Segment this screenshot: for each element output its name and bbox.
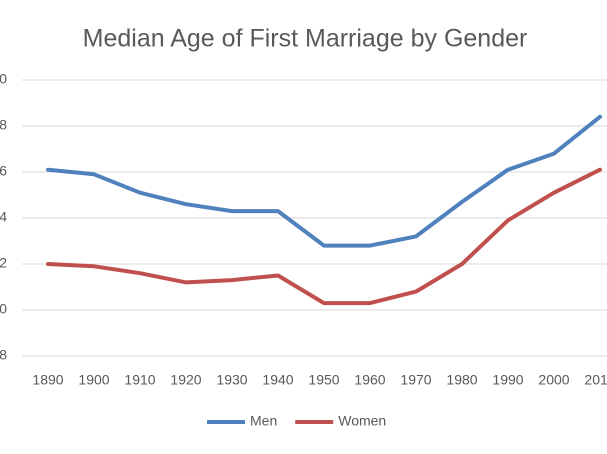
- y-tick-label: 28: [0, 117, 7, 133]
- legend-label: Men: [250, 413, 277, 429]
- x-tick-label: 1900: [78, 372, 109, 388]
- y-tick-label: 24: [0, 209, 7, 225]
- x-tick-label: 1930: [216, 372, 247, 388]
- y-tick-label: 22: [0, 255, 7, 271]
- x-tick-label: 1940: [262, 372, 293, 388]
- x-tick-label: 1920: [170, 372, 201, 388]
- series-line: [46, 114, 602, 248]
- series-line: [46, 167, 602, 306]
- x-tick-label: 2010: [584, 372, 607, 388]
- x-tick-label: 1910: [124, 372, 155, 388]
- legend-label: Women: [338, 413, 386, 429]
- x-tick-label: 1890: [32, 372, 63, 388]
- x-tick-label: 1970: [400, 372, 431, 388]
- x-tick-label: 1990: [492, 372, 523, 388]
- y-tick-label: 26: [0, 163, 7, 179]
- y-tick-label: 20: [0, 301, 7, 317]
- x-tick-label: 1980: [446, 372, 477, 388]
- y-tick-label: 30: [0, 71, 7, 87]
- chart-title: Median Age of First Marriage by Gender: [83, 25, 528, 53]
- x-tick-label: 1960: [354, 372, 385, 388]
- x-tick-label: 2000: [538, 372, 569, 388]
- x-tick-label: 1950: [308, 372, 339, 388]
- y-tick-label: 18: [0, 347, 7, 363]
